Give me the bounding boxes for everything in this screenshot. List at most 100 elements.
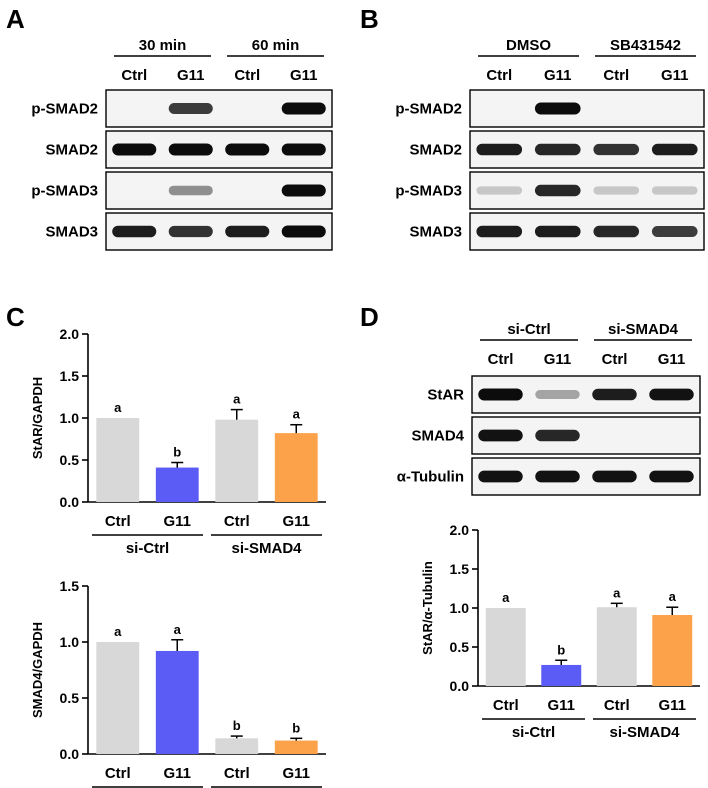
blot-band	[478, 470, 523, 483]
bar-chart-star-tubulin: 0.0 0.5 1.0 1.5 2.0 StAR/α-Tubulin a Ctrl b G11 a C…	[420, 522, 700, 741]
lane-label: Ctrl	[488, 351, 514, 368]
significance-letter: b	[557, 642, 565, 657]
x-tick-label: Ctrl	[105, 765, 131, 782]
blot-band	[593, 143, 640, 156]
blot-band	[534, 225, 581, 238]
x-tick-label: G11	[547, 697, 575, 714]
bar	[96, 642, 140, 754]
blot-band	[651, 143, 698, 156]
western-blot-panel-d: si-Ctrl si-SMAD4 Ctrl G11 Ctrl G11 StAR SMAD4 α-…	[397, 321, 701, 496]
panel-letter-d: D	[360, 302, 379, 332]
blot-row-label: SMAD3	[45, 224, 98, 241]
x-tick-label: Ctrl	[604, 697, 630, 714]
bar	[96, 418, 140, 502]
blot-band	[649, 470, 694, 483]
y-tick-label: 2.0	[450, 522, 470, 538]
group-label: 30 min	[139, 37, 187, 54]
bar	[274, 433, 318, 502]
y-tick-label: 0.5	[450, 639, 470, 655]
blot-row-label: p-SMAD3	[31, 183, 98, 200]
x-tick-label: Ctrl	[105, 513, 131, 530]
blot-row-label: p-SMAD2	[31, 101, 98, 118]
x-tick-label: G11	[282, 765, 310, 782]
blot-band	[281, 184, 326, 197]
significance-letter: a	[613, 585, 621, 600]
x-tick-label: G11	[282, 513, 310, 530]
blot-band	[225, 143, 270, 156]
blot-band	[592, 470, 637, 483]
x-tick-label: G11	[163, 513, 191, 530]
lane-label: G11	[661, 67, 689, 84]
bar	[274, 740, 318, 754]
group-label: si-SMAD4	[608, 321, 679, 338]
x-tick-label: Ctrl	[493, 697, 519, 714]
lane-label: G11	[658, 351, 686, 368]
blot-band	[168, 143, 213, 156]
panel-letter-c: C	[6, 302, 25, 332]
y-tick-label: 1.0	[60, 410, 80, 426]
bar-chart-smad4-gapdh: 0.0 0.5 1.0 1.5 SMAD4/GAPDH a Ctrl a G11 b Ctrl b G1…	[30, 578, 326, 788]
significance-letter: a	[174, 622, 182, 637]
y-tick-label: 0.5	[60, 452, 80, 468]
lane-label: G11	[177, 67, 205, 84]
panel-letter-a: A	[6, 4, 25, 34]
group-label: si-SMAD4	[609, 724, 680, 741]
lane-label: Ctrl	[234, 67, 260, 84]
blot-band	[649, 388, 694, 401]
bar	[541, 664, 582, 686]
blot-band	[476, 186, 523, 195]
group-label: si-Ctrl	[507, 321, 550, 338]
significance-letter: b	[173, 445, 181, 460]
blot-row-label: SMAD3	[409, 224, 462, 241]
blot-row-label: p-SMAD2	[395, 101, 462, 118]
blot-band	[593, 186, 640, 195]
bar-chart-star-gapdh: 0.0 0.5 1.0 1.5 2.0 StAR/GAPDH a Ctrl b G11 a Ctrl a…	[30, 326, 326, 557]
y-tick-label: 0.0	[60, 746, 80, 762]
group-label: 60 min	[252, 37, 300, 54]
y-tick-label: 1.5	[450, 561, 470, 577]
x-tick-label: Ctrl	[224, 765, 250, 782]
blot-row-label: p-SMAD3	[395, 183, 462, 200]
blot-band	[535, 470, 580, 483]
blot-band	[281, 102, 326, 115]
blot-strip	[469, 89, 705, 128]
x-tick-label: G11	[163, 765, 191, 782]
blot-band	[476, 143, 523, 156]
blot-band	[478, 388, 523, 401]
y-tick-label: 0.0	[60, 494, 80, 510]
group-label: DMSO	[506, 37, 551, 54]
blot-band	[535, 429, 580, 442]
x-tick-label: G11	[658, 697, 686, 714]
y-tick-label: 1.0	[450, 600, 470, 616]
blot-band	[651, 186, 698, 195]
lane-label: Ctrl	[486, 67, 512, 84]
blot-band	[651, 226, 698, 237]
y-tick-label: 0.5	[60, 690, 80, 706]
significance-letter: a	[502, 590, 510, 605]
blot-row-label: SMAD4	[411, 428, 464, 445]
significance-letter: a	[114, 400, 122, 415]
blot-row-label: SMAD2	[409, 142, 462, 159]
blot-band	[281, 143, 326, 156]
blot-band	[225, 225, 270, 238]
blot-band	[534, 143, 581, 156]
lane-label: G11	[544, 67, 572, 84]
bar	[155, 650, 199, 754]
y-axis-label: SMAD4/GAPDH	[30, 622, 45, 718]
y-tick-label: 1.0	[60, 634, 80, 650]
lane-label: G11	[544, 351, 572, 368]
western-blot-panel-a: 30 min 60 min Ctrl G11 Ctrl G11 p-SMAD2 SMAD2 p-…	[31, 37, 333, 251]
y-tick-label: 0.0	[450, 678, 470, 694]
blot-row-label: SMAD2	[45, 142, 98, 159]
y-tick-label: 1.5	[60, 578, 80, 594]
panel-letter-b: B	[360, 4, 379, 34]
x-tick-label: Ctrl	[224, 513, 250, 530]
blot-band	[168, 185, 213, 196]
significance-letter: a	[669, 589, 677, 604]
blot-band	[281, 225, 326, 238]
blot-band	[476, 225, 523, 238]
bar	[215, 419, 259, 502]
significance-letter: b	[292, 720, 300, 735]
group-label: si-Ctrl	[126, 540, 169, 557]
